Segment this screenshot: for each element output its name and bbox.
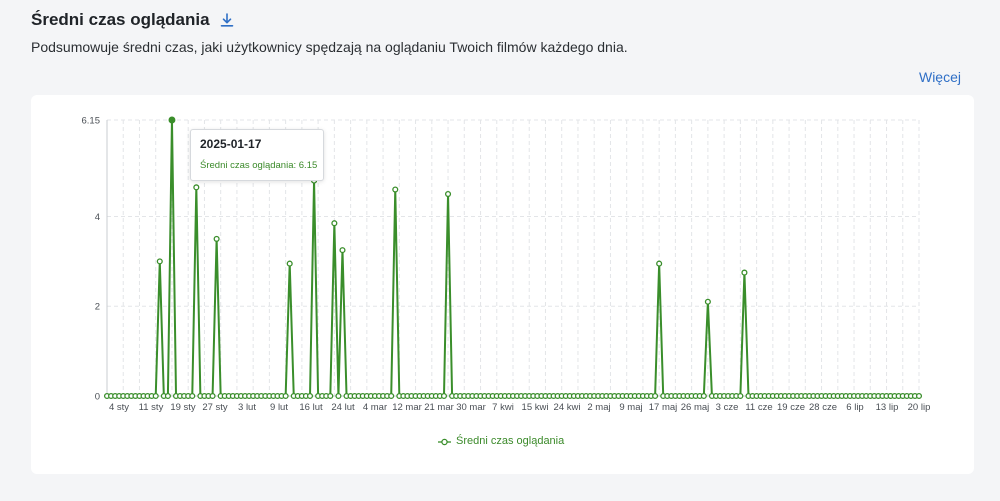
y-tick-label: 4 bbox=[95, 212, 100, 223]
tooltip-value: 6.15 bbox=[298, 160, 318, 171]
x-tick-label: 11 cze bbox=[745, 402, 772, 413]
data-point bbox=[282, 392, 289, 400]
x-tick-label: 9 lut bbox=[270, 402, 288, 413]
x-tick-label: 16 lut bbox=[299, 402, 323, 413]
y-tick-label: 2 bbox=[95, 302, 100, 313]
x-tick-label: 2 maj bbox=[587, 402, 610, 413]
data-point bbox=[700, 392, 707, 400]
y-tick-label: 6.15 bbox=[82, 116, 101, 127]
data-point bbox=[915, 392, 923, 400]
chart-title: Średni czas oglądania bbox=[31, 10, 210, 29]
data-point bbox=[209, 392, 216, 400]
data-point bbox=[306, 392, 314, 400]
data-point bbox=[331, 220, 338, 227]
x-tick-label: 20 lip bbox=[908, 402, 931, 413]
x-tick-label: 19 sty bbox=[170, 402, 196, 413]
data-point bbox=[189, 392, 196, 400]
data-point bbox=[741, 269, 748, 276]
data-point bbox=[388, 392, 395, 400]
legend-label: Średni czas oglądania bbox=[456, 435, 565, 447]
x-tick-label: 28 cze bbox=[809, 402, 837, 413]
x-tick-label: 26 maj bbox=[681, 402, 710, 413]
data-point bbox=[286, 260, 293, 267]
data-point bbox=[392, 186, 399, 193]
x-tick-label: 4 mar bbox=[363, 402, 387, 413]
tooltip-value-line: Średni czas oglądania: 6.15 bbox=[200, 160, 318, 171]
data-point bbox=[193, 184, 200, 191]
x-tick-label: 21 mar bbox=[424, 402, 454, 413]
data-point bbox=[327, 392, 334, 400]
data-point bbox=[737, 392, 744, 400]
x-tick-label: 3 lut bbox=[238, 402, 256, 413]
y-tick-label: 0 bbox=[95, 392, 100, 403]
tooltip-series-label: Średni czas oglądania bbox=[200, 160, 294, 171]
data-point bbox=[339, 247, 346, 254]
data-point bbox=[440, 392, 448, 400]
tooltip-date: 2025-01-17 bbox=[200, 137, 262, 151]
x-tick-label: 17 maj bbox=[649, 402, 678, 413]
chart-tooltip: 2025-01-17 Średni czas oglądania: 6.15 bbox=[190, 129, 324, 181]
data-point bbox=[213, 235, 220, 242]
data-point bbox=[168, 116, 176, 124]
x-tick-label: 4 sty bbox=[109, 402, 129, 413]
line-with-circle-icon bbox=[438, 437, 451, 446]
data-point bbox=[444, 190, 452, 198]
data-point bbox=[656, 260, 663, 267]
data-point bbox=[335, 392, 342, 400]
x-tick-label: 11 sty bbox=[139, 402, 164, 413]
x-tick-label: 6 lip bbox=[846, 402, 863, 413]
download-icon[interactable] bbox=[219, 12, 235, 28]
x-tick-label: 19 cze bbox=[777, 402, 805, 413]
x-tick-label: 27 sty bbox=[202, 402, 228, 413]
x-tick-label: 7 kwi bbox=[492, 402, 514, 413]
data-point bbox=[652, 392, 659, 400]
x-tick-label: 12 mar bbox=[392, 402, 422, 413]
data-point bbox=[152, 392, 159, 400]
more-link[interactable]: Więcej bbox=[918, 69, 961, 85]
chart-legend-item[interactable]: Średni czas oglądania bbox=[438, 435, 564, 447]
x-tick-label: 30 mar bbox=[456, 402, 486, 413]
x-tick-label: 24 kwi bbox=[554, 402, 581, 413]
data-point bbox=[704, 298, 711, 305]
x-tick-label: 9 maj bbox=[619, 402, 642, 413]
x-tick-label: 15 kwi bbox=[522, 402, 549, 413]
x-tick-label: 24 lut bbox=[331, 402, 355, 413]
chart-description: Podsumowuje średni czas, jaki użytkownic… bbox=[31, 39, 628, 55]
chart-header: Średni czas oglądania bbox=[31, 10, 235, 30]
x-tick-label: 3 cze bbox=[716, 402, 739, 413]
x-tick-label: 13 lip bbox=[876, 402, 899, 413]
data-point bbox=[156, 258, 163, 265]
data-point bbox=[164, 392, 171, 400]
